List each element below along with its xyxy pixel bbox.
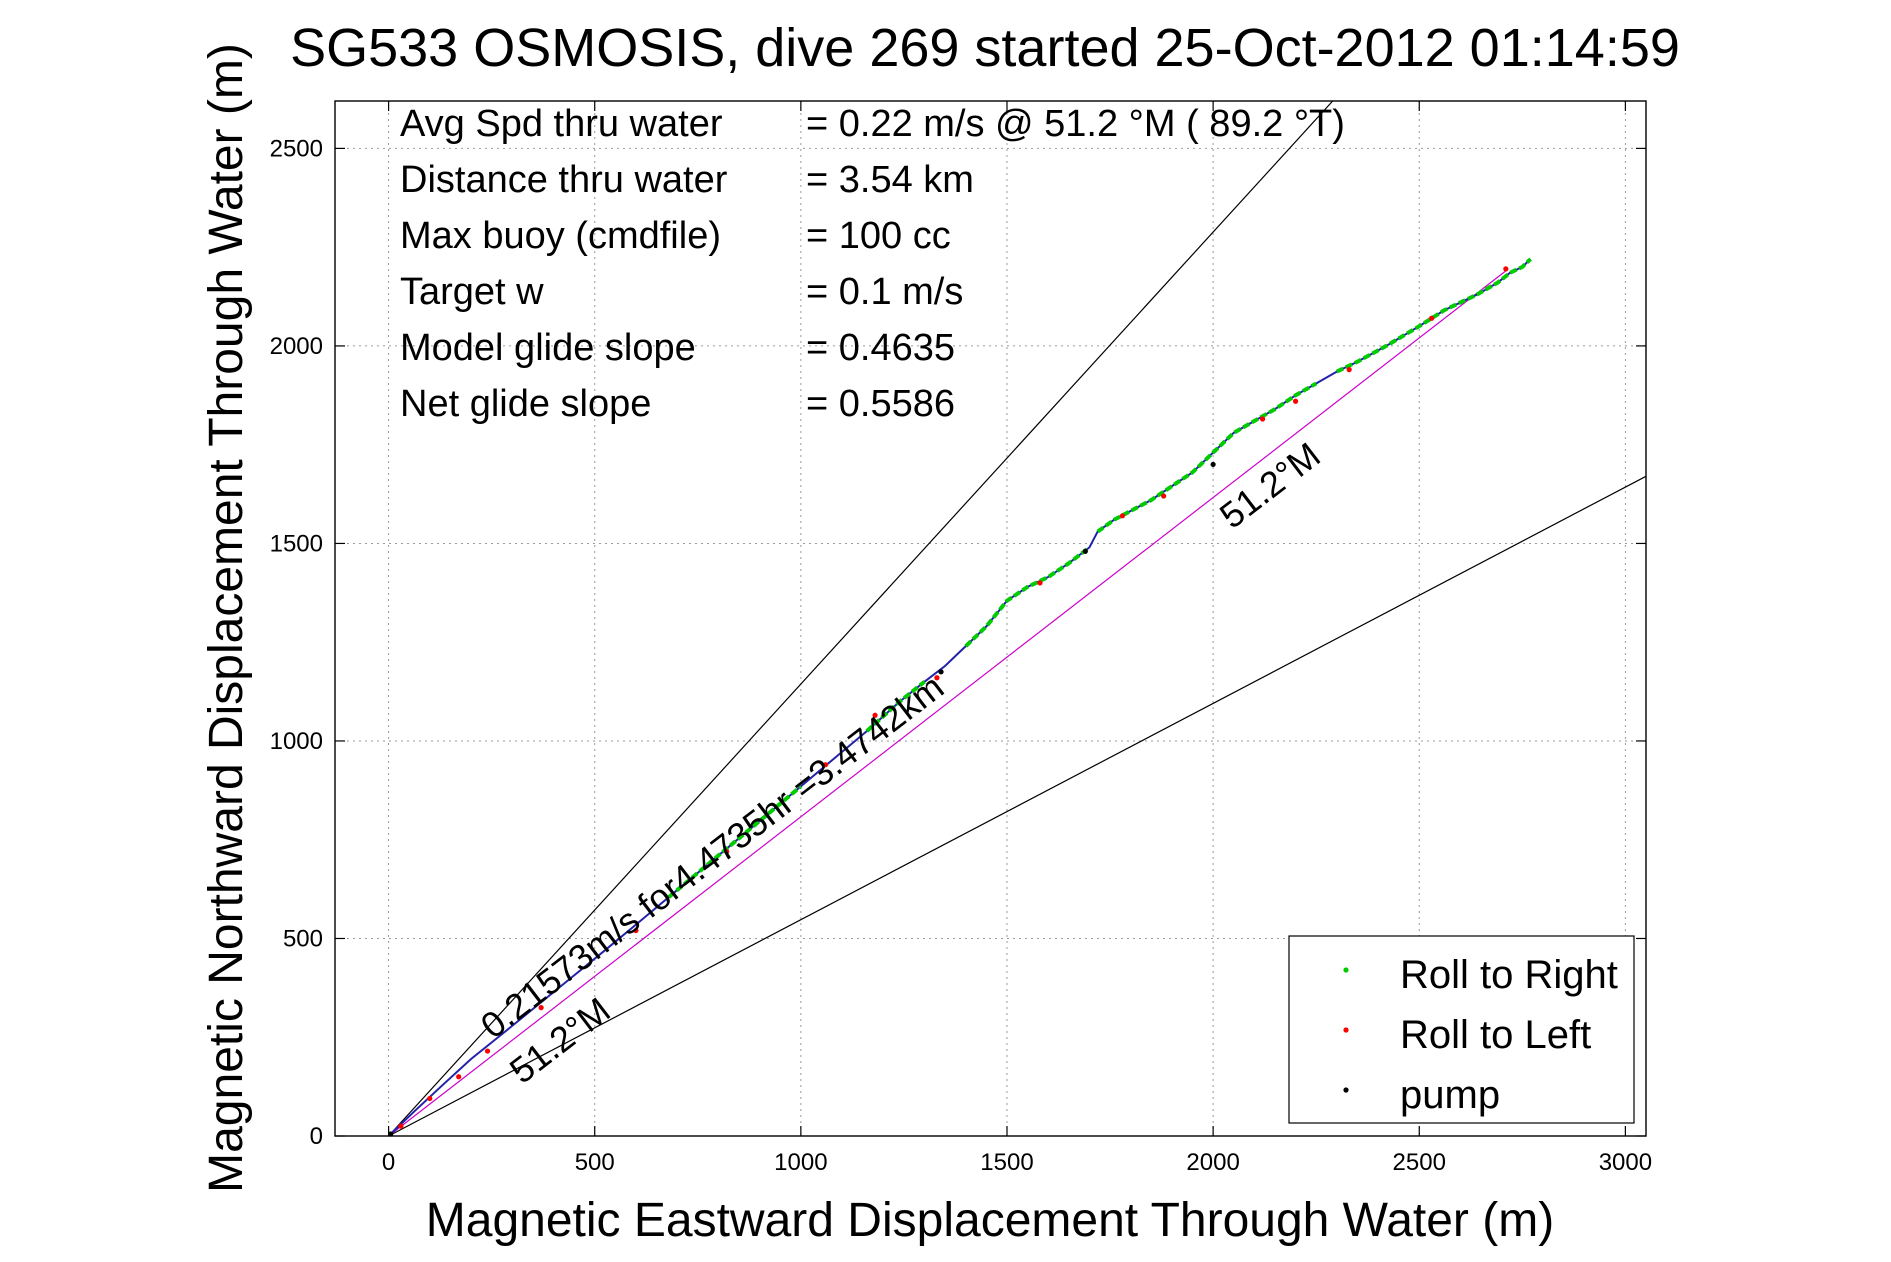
series-point-roll-to-left xyxy=(872,712,878,718)
series-point-roll-to-left xyxy=(398,1123,404,1129)
series-point-roll-to-left xyxy=(822,762,829,768)
x-ticks: 0 500 1000 1500 2000 2500 3000 xyxy=(382,101,1652,1176)
y-tick-label: 2000 xyxy=(270,333,323,360)
x-tick-label: 2000 xyxy=(1186,1149,1239,1176)
series-point-roll-to-left xyxy=(724,848,730,855)
x-tick-label: 3000 xyxy=(1599,1149,1652,1176)
legend-label: Roll to Left xyxy=(1400,1013,1591,1057)
series-point-pump xyxy=(1082,548,1088,554)
stats-panel: Avg Spd thru water = 0.22 m/s @ 51.2 °M (… xyxy=(400,103,1345,425)
y-tick-label: 0 xyxy=(310,1123,323,1150)
series-point-roll-to-left xyxy=(1429,315,1435,321)
stat-value: = 3.54 km xyxy=(806,159,974,201)
stat-label: Max buoy (cmdfile) xyxy=(400,215,721,257)
x-tick-label: 2500 xyxy=(1393,1149,1446,1176)
stat-label: Target w xyxy=(400,271,544,313)
plot-frame xyxy=(334,100,1647,1137)
series-point-roll-to-left xyxy=(1119,513,1126,519)
legend-label: pump xyxy=(1400,1073,1500,1117)
series-point-pump xyxy=(938,669,944,675)
legend: Roll to Right Roll to Left pump xyxy=(1288,935,1635,1124)
legend-marker xyxy=(1343,1027,1349,1033)
legend-marker xyxy=(1343,1087,1349,1093)
x-tick-label: 0 xyxy=(382,1149,395,1176)
series-point-roll-to-left xyxy=(1292,398,1299,404)
legend-label: Roll to Right xyxy=(1400,953,1618,997)
track-series xyxy=(387,257,1532,1137)
series-point-roll-to-left xyxy=(1503,266,1509,272)
reference-line xyxy=(388,475,1647,1137)
series-point-roll-to-left xyxy=(538,1005,544,1011)
series-roll-right-segment xyxy=(1096,381,1318,534)
y-ticks: 0 500 1000 1500 2000 2500 xyxy=(270,135,1646,1150)
series-point-roll-to-left xyxy=(1346,367,1352,373)
reference-lines xyxy=(388,100,1647,1137)
x-tick-label: 500 xyxy=(575,1149,615,1176)
y-tick-label: 2500 xyxy=(270,135,323,162)
stat-label: Net glide slope xyxy=(400,383,651,425)
y-tick-label: 1000 xyxy=(270,728,323,755)
stat-value: = 0.1 m/s xyxy=(806,271,963,313)
series-roll-right-segment xyxy=(1335,257,1532,374)
chart-title: SG533 OSMOSIS, dive 269 started 25-Oct-2… xyxy=(290,18,1680,78)
y-tick-label: 1500 xyxy=(270,530,323,557)
series-point-roll-to-left xyxy=(1037,580,1043,586)
series-roll-right-segment xyxy=(964,545,1091,648)
reference-line xyxy=(388,270,1507,1137)
y-tick-label: 500 xyxy=(283,925,323,952)
series-point-roll-to-left xyxy=(1259,416,1266,422)
stat-value: = 0.22 m/s @ 51.2 °M ( 89.2 °T) xyxy=(806,103,1345,145)
series-point-roll-to-left xyxy=(934,675,940,681)
series-point-roll-to-left xyxy=(633,927,639,934)
stat-value: = 0.5586 xyxy=(806,383,955,425)
legend-marker xyxy=(1343,967,1349,973)
x-tick-label: 1500 xyxy=(980,1149,1033,1176)
series-point-roll-to-left xyxy=(456,1074,462,1080)
stat-label: Avg Spd thru water xyxy=(400,103,723,145)
x-axis-label: Magnetic Eastward Displacement Through W… xyxy=(426,1194,1554,1247)
series-point-roll-to-left xyxy=(484,1048,491,1054)
stat-value: = 0.4635 xyxy=(806,327,955,369)
stat-label: Model glide slope xyxy=(400,327,696,369)
stat-value: = 100 cc xyxy=(806,215,951,257)
x-tick-label: 1000 xyxy=(774,1149,827,1176)
series-point-pump xyxy=(1210,461,1216,468)
series-point-roll-to-left xyxy=(1161,493,1167,499)
series-roll-right-segment xyxy=(667,784,803,899)
series-point-roll-to-left xyxy=(427,1095,433,1102)
stat-label: Distance thru water xyxy=(400,159,728,201)
series-roll-right-segment xyxy=(865,680,926,733)
reference-line xyxy=(388,100,1334,1137)
y-axis-label: Magnetic Northward Displacement Through … xyxy=(200,43,253,1193)
